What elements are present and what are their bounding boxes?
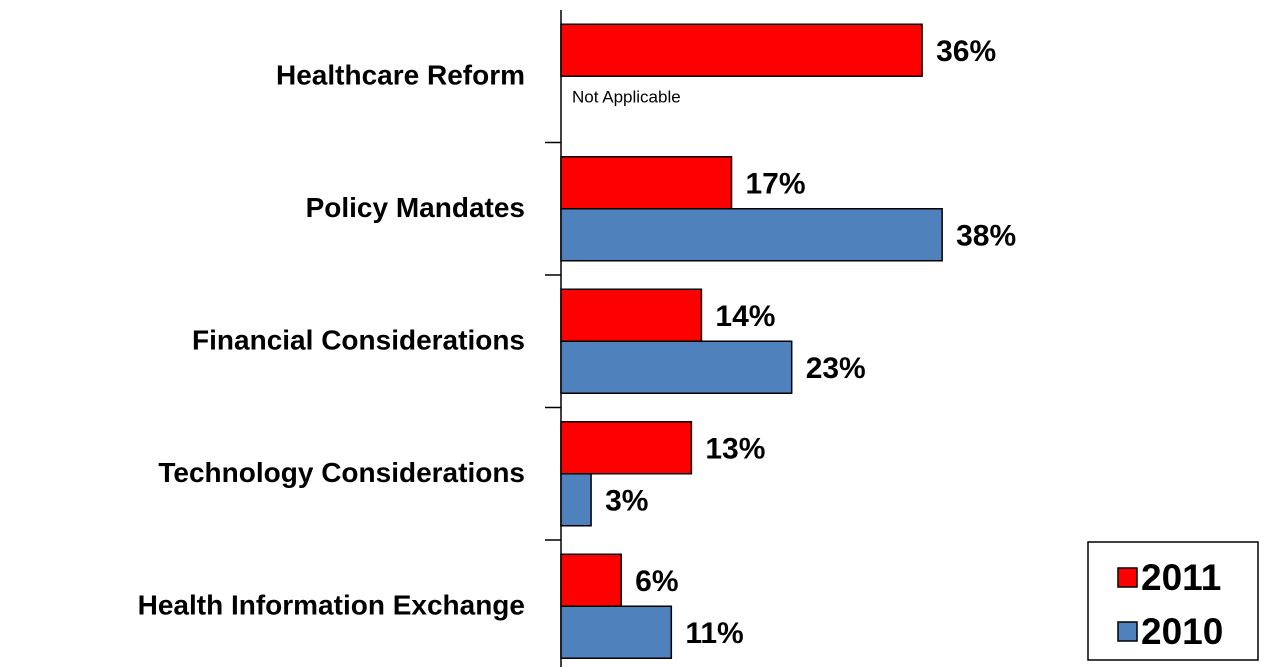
legend-label: 2011 xyxy=(1141,557,1221,598)
bar xyxy=(560,208,943,262)
value-label: 14% xyxy=(715,300,775,333)
value-label: 11% xyxy=(685,617,743,650)
bar xyxy=(560,605,673,659)
bar xyxy=(560,288,703,342)
legend-label: 2010 xyxy=(1141,611,1223,652)
bar xyxy=(560,23,923,77)
category-label: Health Information Exchange xyxy=(138,590,525,621)
value-label: 6% xyxy=(635,565,678,598)
value-label: 3% xyxy=(605,485,648,518)
category-label: Healthcare Reform xyxy=(276,60,525,91)
legend-box xyxy=(1087,541,1259,661)
category-label: Technology Considerations xyxy=(158,457,525,488)
bar xyxy=(560,473,592,527)
legend-swatch xyxy=(1117,567,1138,588)
category-label: Financial Considerations xyxy=(192,325,525,356)
bar xyxy=(560,340,793,394)
value-label: 23% xyxy=(806,352,866,385)
legend-swatch xyxy=(1117,621,1138,642)
annotation: Not Applicable xyxy=(572,88,681,107)
value-label: 13% xyxy=(705,433,765,466)
value-label: 38% xyxy=(956,220,1016,253)
bar xyxy=(560,421,693,475)
category-label: Policy Mandates xyxy=(306,192,525,223)
bar xyxy=(560,156,733,210)
value-label: 36% xyxy=(936,35,996,68)
value-label: 17% xyxy=(746,168,806,201)
bar xyxy=(560,553,622,607)
